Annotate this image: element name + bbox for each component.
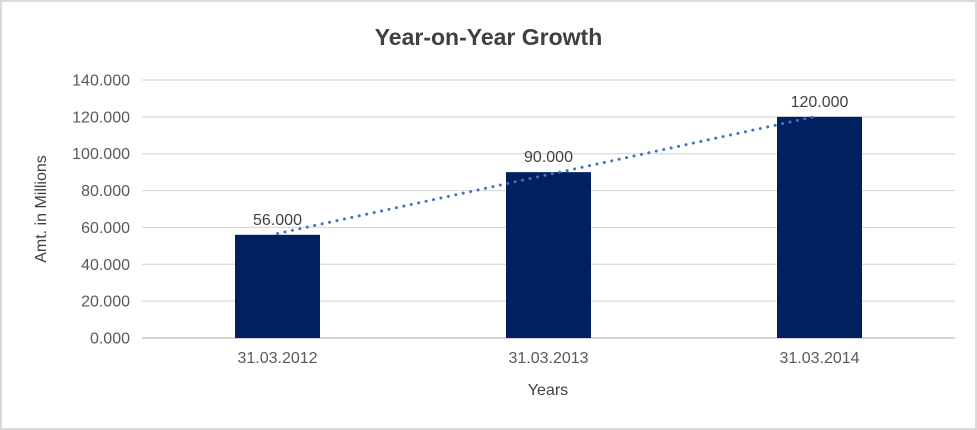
bar: [777, 116, 862, 338]
bar-data-label: 56.000: [253, 212, 302, 229]
category-label: 31.03.2014: [779, 350, 859, 367]
y-tick-label: 0.000: [90, 331, 130, 348]
category-label: 31.03.2013: [508, 350, 588, 367]
category-label: 31.03.2012: [237, 350, 317, 367]
x-axis-title: Years: [527, 382, 569, 399]
y-tick-label: 60.000: [81, 220, 130, 237]
bar-data-label: 120.000: [791, 94, 849, 111]
bar: [235, 234, 320, 338]
y-tick-label: 140.000: [72, 73, 130, 90]
y-tick-label: 40.000: [81, 257, 130, 274]
y-tick-label: 100.000: [72, 146, 130, 163]
bar-data-label: 90.000: [524, 149, 573, 166]
y-tick-label: 80.000: [81, 183, 130, 200]
chart-title: Year-on-Year Growth: [374, 24, 603, 50]
y-tick-label: 20.000: [81, 294, 130, 311]
bar: [506, 172, 591, 338]
y-tick-label: 120.000: [72, 109, 130, 126]
trendline: [276, 114, 821, 236]
